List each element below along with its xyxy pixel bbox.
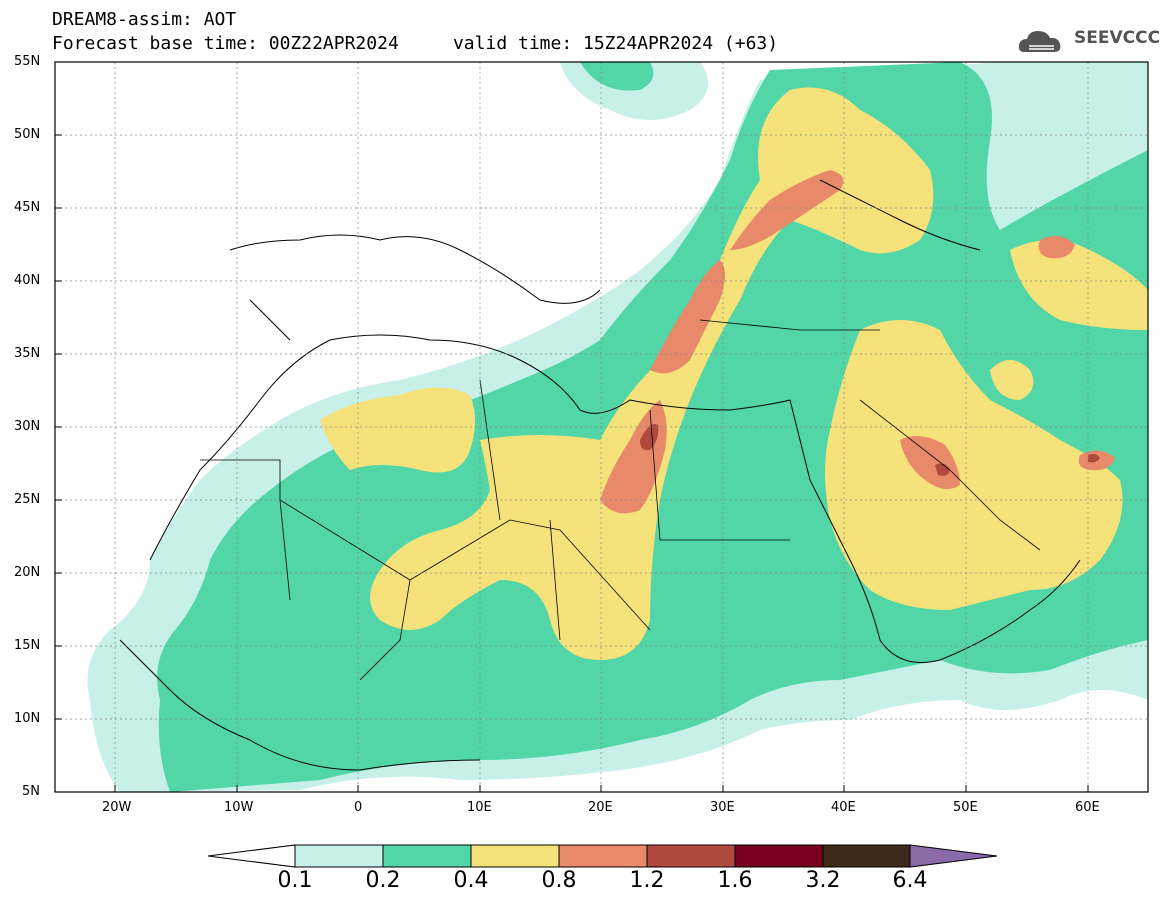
lat-label: 30N (14, 419, 41, 434)
country-borders (200, 319, 1041, 681)
colorbar-label: 6.4 (892, 868, 928, 893)
aot-band-1-2 (640, 424, 1100, 476)
colorbar-segment (558, 844, 648, 868)
lat-label: 15N (14, 638, 41, 653)
colorbar-segment (822, 844, 911, 868)
colorbar-segment (294, 844, 384, 868)
colorbar-label: 1.6 (717, 868, 753, 893)
colorbar-label: 0.1 (277, 868, 313, 893)
lon-label: 20E (588, 800, 613, 815)
lat-label: 25N (14, 492, 41, 507)
colorbar-label: 0.4 (453, 868, 489, 893)
lat-label: 40N (14, 273, 41, 288)
lat-label: 55N (14, 54, 41, 69)
graticule (55, 62, 1148, 792)
lon-label: 60E (1075, 800, 1100, 815)
colorbar-label: 3.2 (805, 868, 841, 893)
colorbar-label: 1.2 (629, 868, 665, 893)
lon-label: 30E (710, 800, 735, 815)
colorbar-label: 0.2 (365, 868, 401, 893)
aot-band-0-4 (320, 87, 1148, 660)
lat-label: 10N (14, 711, 41, 726)
colorbar-segment (734, 844, 824, 868)
lat-label: 35N (14, 346, 41, 361)
lon-label: 20W (102, 800, 132, 815)
axis-ticks (55, 61, 1089, 793)
forecast-time-subtitle: Forecast base time: 00Z22APR2024 valid t… (52, 33, 779, 54)
colorbar-segment (646, 844, 736, 868)
colorbar-segment-high (909, 844, 998, 868)
colorbar-segment (382, 844, 472, 868)
lat-label: 50N (14, 127, 41, 142)
lon-label: 10E (467, 800, 492, 815)
map-title: DREAM8-assim: AOT (52, 9, 237, 30)
lat-label: 45N (14, 200, 41, 215)
coastlines (119, 179, 1081, 771)
lon-label: 0 (354, 800, 363, 815)
colorbar-label: 0.8 (541, 868, 577, 893)
lon-label: 50E (953, 800, 978, 815)
colorbar (207, 844, 998, 868)
colorbar-segment-low (207, 844, 296, 868)
lat-label: 20N (14, 565, 41, 580)
logo-text: SEEVCCC (1074, 28, 1161, 48)
lon-label: 40E (831, 800, 856, 815)
lat-label: 5N (22, 784, 40, 799)
lon-label: 10W (224, 800, 254, 815)
cloud-logo-icon (1018, 31, 1061, 52)
colorbar-segment (470, 844, 560, 868)
